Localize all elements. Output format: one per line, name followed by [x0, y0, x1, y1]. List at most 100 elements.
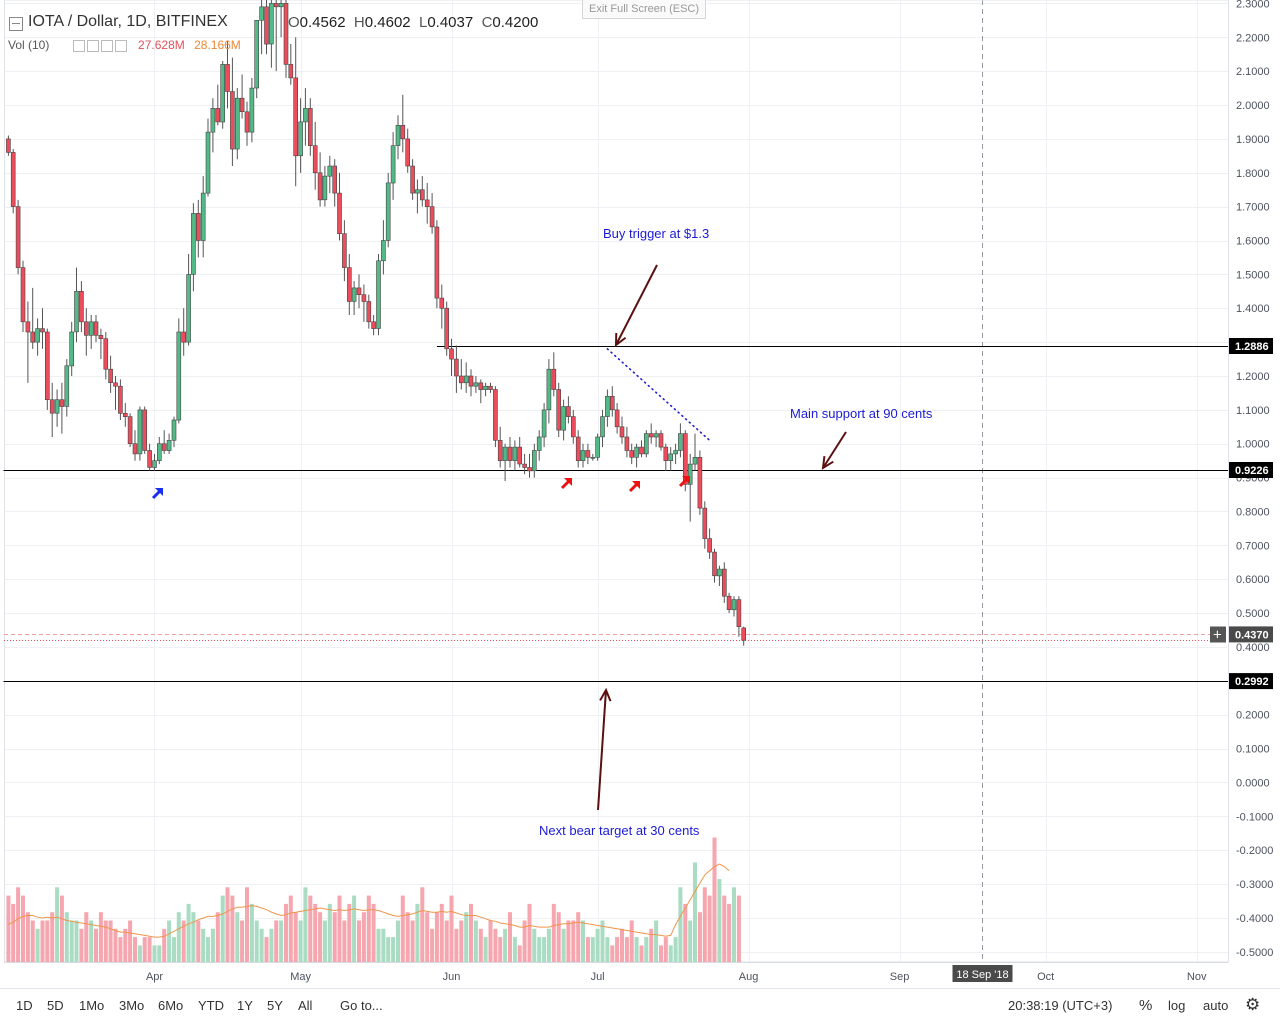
candle-body	[322, 175, 328, 201]
arrow-buy-trigger-head	[614, 332, 627, 348]
volume-bar	[693, 862, 697, 962]
candle-body	[390, 145, 396, 184]
candle	[590, 453, 596, 461]
y-tick-label: 0.8000	[1236, 507, 1270, 519]
candle-body	[444, 307, 450, 350]
volume-bar	[249, 903, 254, 962]
volume-bar	[254, 920, 259, 962]
candle	[390, 132, 396, 200]
candle-body	[15, 206, 21, 268]
volume-bar	[371, 903, 376, 962]
candle	[395, 115, 401, 160]
candle-body	[103, 338, 109, 370]
volume-bar	[308, 895, 313, 962]
volume-bar	[313, 903, 318, 962]
candle-body	[49, 399, 55, 414]
settings-icon[interactable]	[86, 39, 99, 52]
exit-fullscreen-button[interactable]: Exit Full Screen (ESC)	[582, 0, 706, 19]
volume-bar	[439, 903, 444, 962]
candle-body	[288, 64, 294, 79]
log-toggle[interactable]: log	[1168, 998, 1186, 1013]
y-axis-ticks: 2.3000 2.2000 2.1000 2.0000 1.9000 1.8000 1.70…	[1236, 0, 1273, 959]
candle-body	[166, 440, 172, 451]
candle	[634, 443, 639, 468]
candle-body	[590, 456, 596, 459]
close-icon[interactable]	[100, 39, 113, 52]
low-label: L	[418, 14, 428, 31]
volume-indicator-legend[interactable]: Vol (10) 27.628M 28.166M	[8, 38, 241, 52]
volume-bar	[142, 937, 147, 962]
candle	[49, 382, 55, 437]
range-1y[interactable]: 1Y	[237, 998, 253, 1013]
y-tick-label: 1.9000	[1236, 134, 1270, 146]
candle	[35, 318, 40, 356]
candle-body	[25, 321, 31, 333]
add-alert-button[interactable]: +	[1210, 626, 1226, 644]
candle	[678, 423, 683, 458]
volume-bar	[25, 912, 30, 962]
volume-indicator-label[interactable]: Vol (10)	[8, 38, 50, 52]
range-ytd[interactable]: YTD	[198, 998, 224, 1013]
volume-bars	[6, 837, 741, 962]
volume-bar	[16, 887, 21, 962]
range-1d[interactable]: 1D	[16, 998, 33, 1013]
volume-bar	[702, 887, 707, 962]
candle-body	[317, 172, 323, 201]
candle	[215, 84, 221, 126]
candle-body	[575, 436, 581, 462]
volume-bar	[74, 920, 79, 962]
candle-body	[424, 199, 430, 207]
volume-bar	[444, 920, 449, 962]
volume-bar	[342, 920, 347, 962]
candle-body	[400, 125, 406, 140]
candle-body	[546, 368, 552, 411]
candle-body	[473, 382, 479, 387]
candle	[361, 284, 367, 322]
candle	[196, 199, 201, 258]
volume-bar	[722, 895, 727, 962]
candle-body	[531, 450, 537, 472]
range-5d[interactable]: 5D	[47, 998, 64, 1013]
volume-bar	[522, 920, 527, 962]
volume-bar	[473, 920, 478, 962]
range-1mo[interactable]: 1Mo	[79, 998, 105, 1013]
volume-bar	[634, 937, 639, 962]
candle	[288, 44, 294, 85]
candle-body	[429, 206, 435, 228]
percent-toggle[interactable]: %	[1139, 997, 1153, 1014]
auto-toggle[interactable]: auto	[1203, 998, 1229, 1013]
eye-icon[interactable]	[72, 39, 85, 52]
range-5y[interactable]: 5Y	[267, 998, 283, 1013]
candle	[721, 562, 727, 603]
candle	[707, 528, 712, 559]
candle	[697, 450, 703, 515]
volume-bar	[551, 903, 556, 962]
y-tick-label: 2.2000	[1236, 32, 1270, 44]
arrow-main-support-shaft	[822, 431, 847, 469]
volume-bar	[55, 887, 60, 962]
candle	[400, 94, 406, 153]
candle-body	[493, 389, 498, 441]
range-all[interactable]: All	[298, 998, 313, 1013]
candle	[186, 254, 191, 346]
volume-bar	[133, 937, 137, 962]
volume-bar	[537, 937, 542, 962]
candle-body	[118, 385, 123, 414]
range-6mo[interactable]: 6Mo	[158, 998, 184, 1013]
more-icon[interactable]	[114, 39, 127, 52]
volume-bar	[201, 928, 206, 962]
candle	[254, 19, 259, 99]
gear-icon[interactable]: ⚙	[1245, 995, 1261, 1014]
goto-button[interactable]: Go to...	[340, 998, 383, 1013]
last-price-badge: 0.4370	[1229, 626, 1273, 643]
volume-bar	[493, 928, 498, 962]
collapse-legend-icon[interactable]	[9, 17, 23, 31]
candle-body	[434, 226, 440, 299]
candle	[210, 98, 216, 153]
candle-body	[108, 368, 113, 384]
volume-bar	[434, 912, 439, 962]
range-3mo[interactable]: 3Mo	[119, 998, 145, 1013]
candle	[84, 308, 89, 356]
